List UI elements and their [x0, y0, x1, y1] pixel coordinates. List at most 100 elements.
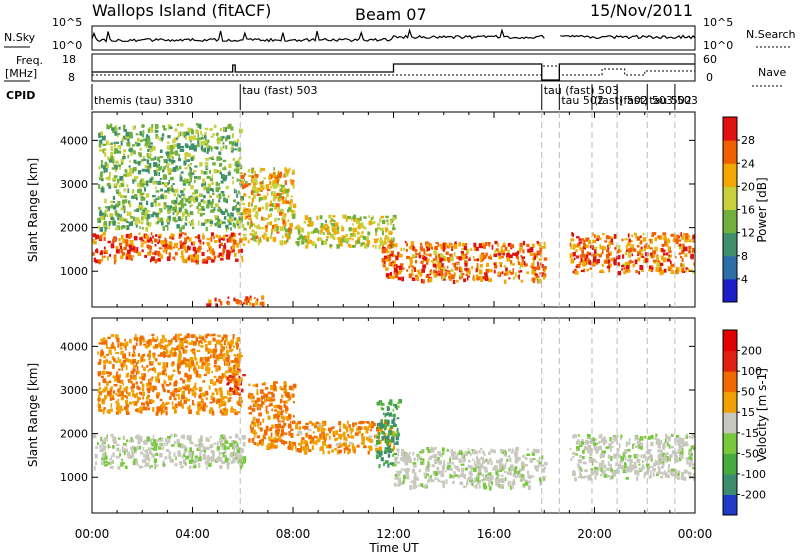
echo-cell	[474, 451, 478, 454]
echo-cell	[151, 256, 155, 261]
echo-cell	[136, 362, 138, 367]
echo-cell	[206, 187, 209, 191]
freq-label: Freq.	[16, 54, 43, 67]
echo-cell	[394, 261, 396, 265]
echo-cell	[300, 234, 302, 238]
echo-cell	[290, 230, 292, 232]
echo-cell	[152, 146, 156, 151]
echo-cell	[229, 443, 233, 447]
echo-cell	[445, 470, 447, 472]
echo-cell	[214, 146, 216, 149]
echo-cell	[201, 146, 204, 151]
echo-cell	[189, 447, 192, 452]
echo-cell	[226, 253, 228, 256]
echo-cell	[243, 234, 247, 236]
echo-cell	[138, 353, 140, 357]
echo-cell	[235, 383, 238, 385]
echo-cell	[164, 338, 167, 342]
echo-cell	[287, 220, 289, 222]
echo-cell	[202, 357, 204, 359]
echo-cell	[229, 436, 232, 439]
echo-cell	[591, 254, 595, 257]
echo-cell	[242, 203, 246, 205]
echo-cell	[655, 434, 657, 437]
echo-cell	[278, 207, 280, 210]
echo-cell	[142, 396, 144, 399]
echo-cell	[399, 254, 403, 258]
echo-cell	[216, 340, 219, 345]
echo-cell	[403, 468, 407, 471]
echo-cell	[185, 463, 187, 466]
echo-cell	[220, 172, 223, 174]
echo-cell	[227, 210, 229, 214]
echo-cell	[125, 239, 129, 243]
echo-cell	[146, 222, 148, 226]
echo-cell	[233, 199, 236, 202]
echo-cell	[121, 396, 124, 401]
echo-cell	[272, 191, 276, 195]
echo-cell	[107, 163, 109, 168]
echo-cell	[139, 406, 143, 411]
echo-cell	[131, 381, 133, 384]
freq-tick-bottom: 8	[68, 71, 75, 84]
echo-cell	[208, 184, 211, 188]
echo-cell	[188, 258, 190, 260]
echo-cell	[185, 349, 188, 353]
echo-cell	[263, 217, 265, 221]
echo-cell	[234, 452, 238, 457]
echo-cell	[614, 234, 616, 239]
echo-cell	[625, 251, 627, 255]
echo-cell	[260, 422, 262, 426]
echo-cell	[251, 408, 255, 412]
echo-cell	[234, 409, 236, 411]
echo-cell	[689, 436, 692, 439]
echo-cell	[109, 221, 111, 226]
echo-cell	[231, 453, 233, 456]
echo-cell	[258, 413, 262, 416]
echo-cell	[653, 232, 656, 235]
echo-cell	[539, 457, 541, 460]
echo-cell	[505, 451, 507, 455]
echo-cell	[211, 450, 215, 453]
echo-cell	[494, 250, 496, 254]
echo-cell	[250, 296, 252, 298]
echo-cell	[206, 437, 210, 441]
echo-cell	[184, 400, 187, 404]
echo-cell	[233, 250, 235, 253]
echo-cell	[610, 437, 612, 442]
echo-cell	[155, 453, 158, 456]
echo-cell	[231, 360, 235, 363]
echo-cell	[247, 222, 249, 226]
echo-cell	[384, 419, 387, 421]
echo-cell	[250, 233, 253, 235]
echo-cell	[216, 187, 220, 192]
echo-cell	[236, 165, 240, 167]
echo-cell	[282, 236, 284, 239]
echo-cell	[268, 417, 270, 420]
echo-cell	[411, 269, 413, 273]
echo-cell	[312, 445, 314, 450]
echo-cell	[222, 445, 224, 450]
echo-cell	[224, 361, 226, 366]
echo-cell	[172, 401, 174, 405]
echo-cell	[125, 466, 128, 469]
echo-cell	[180, 190, 183, 193]
echo-cell	[323, 435, 325, 440]
echo-cell	[465, 263, 468, 267]
echo-cell	[641, 270, 644, 272]
echo-cell	[141, 242, 145, 244]
echo-cell	[301, 228, 304, 233]
echo-cell	[170, 151, 173, 153]
echo-cell	[611, 258, 614, 262]
echo-cell	[438, 244, 440, 247]
echo-cell	[231, 218, 234, 221]
echo-cell	[209, 410, 211, 414]
echo-cell	[440, 471, 443, 474]
echo-cell	[112, 453, 115, 458]
echo-cell	[102, 448, 106, 451]
echo-cell	[129, 202, 131, 207]
echo-cell	[103, 356, 106, 359]
echo-cell	[158, 203, 161, 207]
echo-cell	[217, 140, 220, 145]
echo-cell	[415, 260, 417, 264]
